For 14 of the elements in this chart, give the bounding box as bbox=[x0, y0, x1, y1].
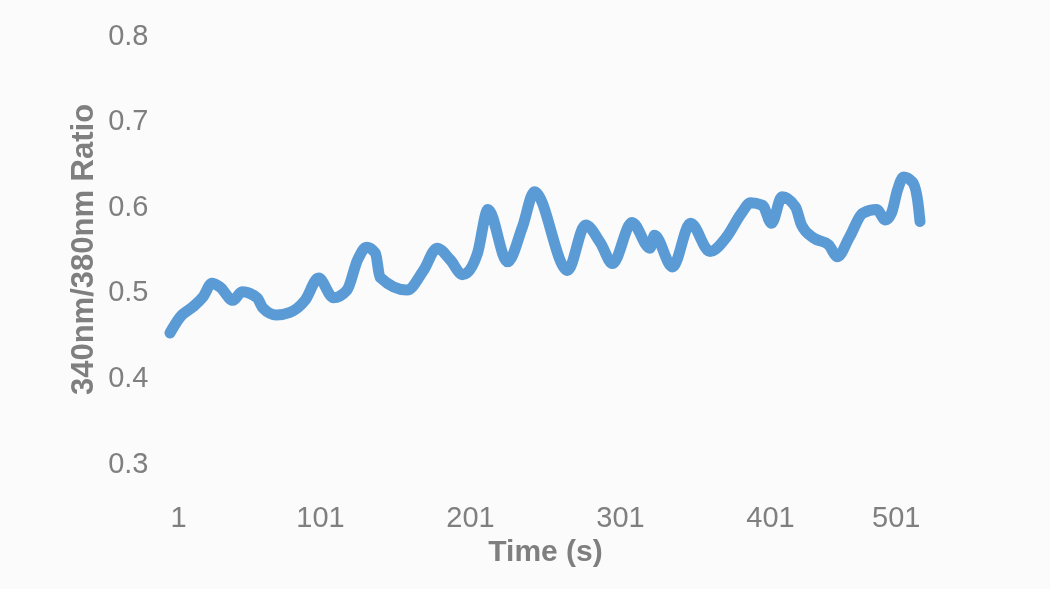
y-tick-label: 0.5 bbox=[108, 275, 149, 308]
y-tick-label: 0.6 bbox=[108, 189, 149, 222]
y-tick-label: 0.8 bbox=[108, 18, 149, 51]
x-tick-label: 301 bbox=[596, 500, 645, 533]
y-axis-title: 340nm/380nm Ratio bbox=[65, 103, 101, 396]
x-tick-label: 101 bbox=[296, 500, 345, 533]
y-tick-label: 0.7 bbox=[108, 104, 149, 137]
x-tick-label: 401 bbox=[746, 500, 795, 533]
x-tick-label: 1 bbox=[170, 500, 187, 533]
x-tick-label: 201 bbox=[446, 500, 495, 533]
y-tick-label: 0.3 bbox=[108, 446, 149, 479]
x-tick-label: 501 bbox=[872, 500, 921, 533]
y-tick-label: 0.4 bbox=[108, 360, 149, 393]
x-axis-title: Time (s) bbox=[488, 533, 603, 567]
